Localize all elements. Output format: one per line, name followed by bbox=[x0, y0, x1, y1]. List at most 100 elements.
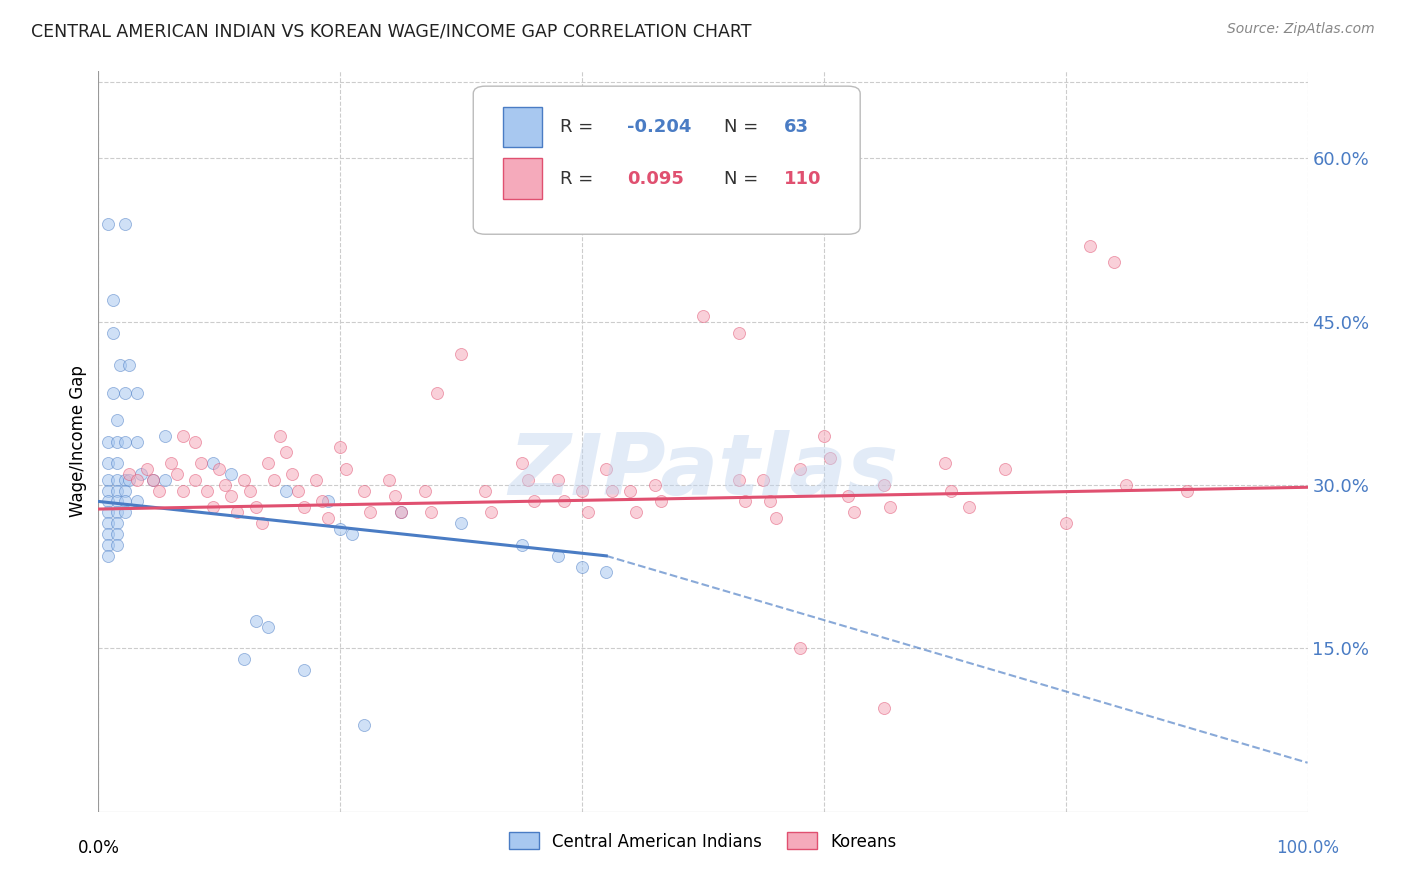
Point bbox=[105, 516, 128, 531]
Point bbox=[426, 385, 449, 400]
Point bbox=[389, 505, 412, 519]
Point bbox=[97, 527, 120, 541]
Point bbox=[329, 440, 352, 454]
FancyBboxPatch shape bbox=[503, 159, 543, 199]
Text: Source: ZipAtlas.com: Source: ZipAtlas.com bbox=[1227, 22, 1375, 37]
Point bbox=[377, 473, 399, 487]
Point bbox=[934, 456, 956, 470]
Point bbox=[142, 473, 165, 487]
Text: R =: R = bbox=[561, 169, 599, 187]
Point bbox=[97, 505, 120, 519]
Point bbox=[114, 505, 136, 519]
Point bbox=[245, 614, 267, 628]
Point bbox=[256, 619, 278, 633]
Point bbox=[837, 489, 859, 503]
Point bbox=[311, 494, 333, 508]
Point bbox=[316, 494, 339, 508]
Point bbox=[789, 641, 811, 656]
Point bbox=[114, 434, 136, 449]
Point bbox=[184, 473, 207, 487]
Point bbox=[239, 483, 262, 498]
Point bbox=[728, 473, 751, 487]
Point bbox=[765, 510, 787, 524]
Y-axis label: Wage/Income Gap: Wage/Income Gap bbox=[69, 366, 87, 517]
Point bbox=[692, 310, 714, 324]
Point bbox=[221, 467, 243, 482]
Point bbox=[101, 293, 124, 307]
Point bbox=[148, 483, 170, 498]
Text: ZIPatlas: ZIPatlas bbox=[508, 430, 898, 513]
Point bbox=[226, 505, 249, 519]
Point bbox=[553, 494, 575, 508]
Point bbox=[160, 456, 183, 470]
Point bbox=[118, 359, 141, 373]
Point bbox=[571, 483, 593, 498]
Point bbox=[114, 494, 136, 508]
Point bbox=[127, 473, 149, 487]
Point bbox=[105, 527, 128, 541]
Point bbox=[153, 473, 176, 487]
Point bbox=[644, 478, 666, 492]
Point bbox=[353, 483, 375, 498]
Point bbox=[758, 494, 780, 508]
Point bbox=[127, 434, 149, 449]
Point bbox=[1078, 238, 1101, 252]
Text: CENTRAL AMERICAN INDIAN VS KOREAN WAGE/INCOME GAP CORRELATION CHART: CENTRAL AMERICAN INDIAN VS KOREAN WAGE/I… bbox=[31, 22, 751, 40]
Point bbox=[813, 429, 835, 443]
Text: R =: R = bbox=[561, 118, 599, 136]
Point bbox=[650, 494, 672, 508]
Point bbox=[734, 494, 756, 508]
Point bbox=[342, 527, 364, 541]
Point bbox=[626, 505, 648, 519]
Point bbox=[957, 500, 980, 514]
FancyBboxPatch shape bbox=[503, 106, 543, 147]
Point bbox=[105, 483, 128, 498]
Point bbox=[329, 522, 352, 536]
Point bbox=[105, 505, 128, 519]
Point bbox=[602, 483, 624, 498]
Point bbox=[245, 500, 267, 514]
Point bbox=[190, 456, 212, 470]
Point bbox=[1102, 255, 1125, 269]
Point bbox=[232, 473, 254, 487]
Point bbox=[450, 516, 472, 531]
Point bbox=[184, 434, 207, 449]
Point bbox=[335, 462, 357, 476]
Point bbox=[481, 505, 503, 519]
Point bbox=[105, 494, 128, 508]
Point bbox=[97, 494, 120, 508]
Point bbox=[1054, 516, 1077, 531]
Point bbox=[269, 429, 291, 443]
Point bbox=[316, 510, 339, 524]
Point bbox=[1175, 483, 1198, 498]
Legend: Central American Indians, Koreans: Central American Indians, Koreans bbox=[501, 824, 905, 859]
Point bbox=[305, 473, 328, 487]
Point bbox=[114, 217, 136, 231]
Text: 110: 110 bbox=[785, 169, 821, 187]
Point bbox=[571, 559, 593, 574]
Point bbox=[1115, 478, 1137, 492]
Point bbox=[127, 494, 149, 508]
Point bbox=[208, 462, 231, 476]
Text: 0.0%: 0.0% bbox=[77, 839, 120, 857]
Point bbox=[221, 489, 243, 503]
FancyBboxPatch shape bbox=[474, 87, 860, 235]
Point bbox=[114, 385, 136, 400]
Point bbox=[153, 429, 176, 443]
Point bbox=[101, 385, 124, 400]
Point bbox=[108, 359, 131, 373]
Point bbox=[118, 467, 141, 482]
Point bbox=[105, 456, 128, 470]
Point bbox=[250, 516, 273, 531]
Point bbox=[873, 701, 896, 715]
Point bbox=[287, 483, 309, 498]
Point bbox=[214, 478, 236, 492]
Point bbox=[129, 467, 152, 482]
Point bbox=[274, 483, 297, 498]
Point bbox=[105, 538, 128, 552]
Point bbox=[413, 483, 436, 498]
Point bbox=[142, 473, 165, 487]
Point bbox=[547, 473, 569, 487]
Point bbox=[516, 473, 538, 487]
Point bbox=[97, 516, 120, 531]
